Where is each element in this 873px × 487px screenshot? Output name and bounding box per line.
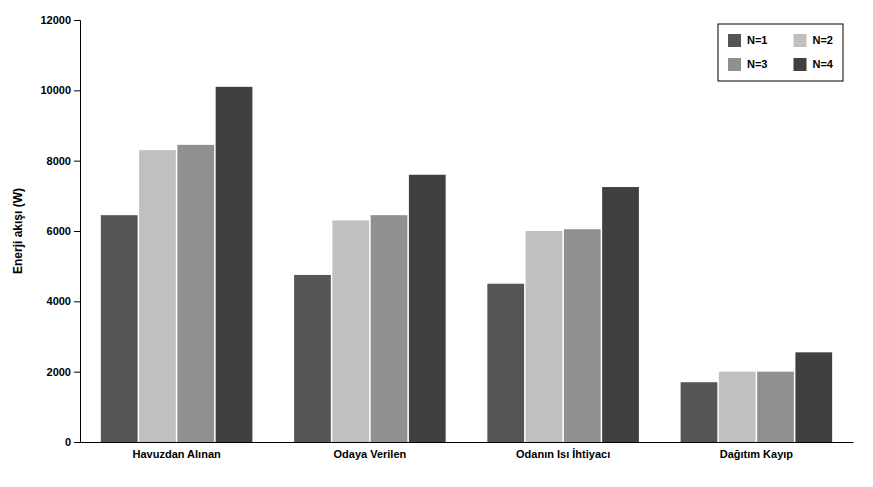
bar [139,150,176,442]
legend-frame [718,24,843,81]
y-tick: 6000 [47,225,80,237]
x-tick-label: Odanın Isı İhtiyacı [516,448,610,460]
y-tick-mark [74,20,80,21]
bar-series [177,145,793,442]
y-tick-label: 12000 [40,14,71,26]
x-tick: Odanın Isı İhtiyacı [516,442,610,460]
x-axis-line [81,442,854,443]
y-tick: 0 [65,436,80,448]
x-tick-label: Odaya Verilen [333,448,406,460]
bar [216,87,253,442]
y-tick: 2000 [47,366,80,378]
bar [602,187,639,442]
legend-swatch [794,34,807,47]
bar [757,372,794,442]
bar [795,352,832,442]
legend-swatch [794,58,807,71]
bar [681,382,718,442]
y-tick-mark [74,301,80,302]
bar [294,275,331,442]
y-tick: 8000 [47,155,80,167]
x-tick: Odaya Verilen [333,442,406,460]
y-tick-mark [74,442,80,443]
chart-container: 0 2000 4000 6000 8000 10000 12000 Havuzdan Alın… [0,0,873,487]
legend-swatch [728,58,741,71]
legend-item: N=2 [794,34,834,47]
y-tick: 4000 [47,295,80,307]
y-axis: 0 2000 4000 6000 8000 10000 12000 [40,14,80,448]
bar [177,145,214,442]
bar [332,220,369,442]
x-tick: Dağıtım Kayıp [720,442,794,460]
bar [101,215,138,442]
y-tick: 10000 [40,84,80,96]
legend-label: N=3 [747,58,768,70]
y-tick-label: 4000 [47,295,71,307]
legend-label: N=2 [813,34,834,46]
x-tick-label: Havuzdan Alınan [133,448,221,460]
legend-item: N=3 [728,58,768,71]
x-tick: Havuzdan Alınan [133,442,221,460]
y-tick-label: 0 [65,436,71,448]
legend-label: N=1 [747,34,768,46]
bar [409,175,446,442]
y-tick-label: 2000 [47,366,71,378]
y-tick-label: 8000 [47,155,71,167]
y-tick-mark [74,161,80,162]
bar-series [216,87,832,442]
bar [526,231,563,442]
bars [101,87,832,442]
bar [487,284,524,442]
x-tick-label: Dağıtım Kayıp [720,448,794,460]
x-axis: Havuzdan Alınan Odaya Verilen Odanın Isı İ… [81,442,854,460]
bar [719,372,756,442]
legend-swatch [728,34,741,47]
legend: N=1 N=2 N=3 N=4 [718,24,843,81]
y-tick-mark [74,90,80,91]
legend-item: N=4 [794,58,834,71]
y-tick: 12000 [40,14,80,26]
legend-item: N=1 [728,34,768,47]
legend-label: N=4 [813,58,834,70]
chart: 0 2000 4000 6000 8000 10000 12000 Havuzdan Alın… [0,0,873,487]
y-tick-mark [74,372,80,373]
y-axis-line [74,21,81,443]
y-axis-title: Enerji akışı (W) [11,188,25,274]
y-tick-mark [74,231,80,232]
bar [371,215,408,442]
bar [564,229,601,442]
y-tick-label: 10000 [40,84,71,96]
y-tick-label: 6000 [47,225,71,237]
